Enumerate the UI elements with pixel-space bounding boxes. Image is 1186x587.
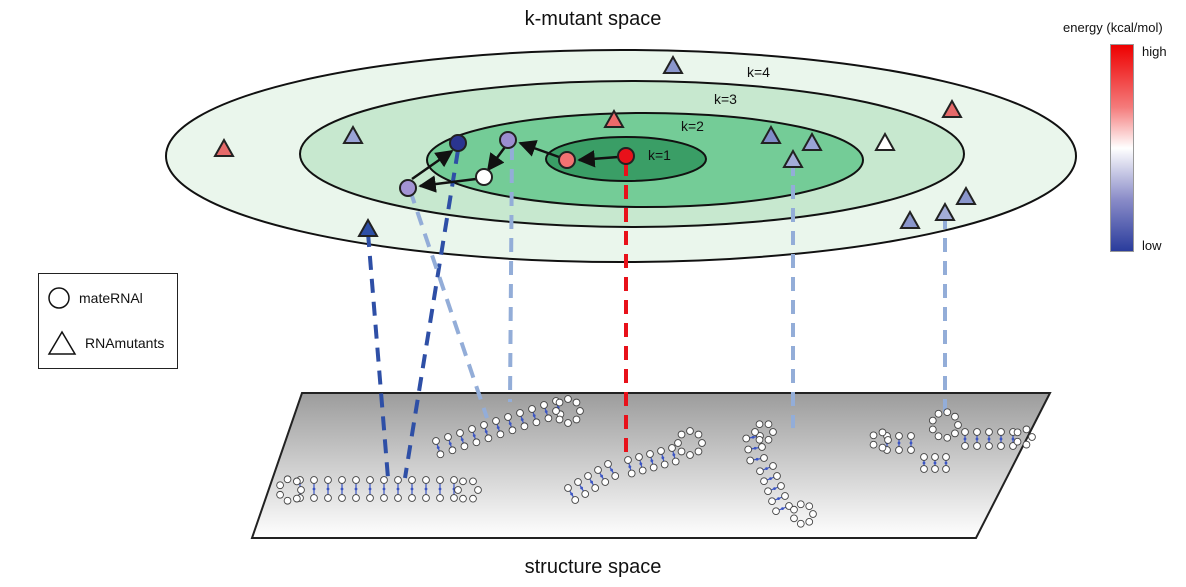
rna-structure-stem — [624, 444, 680, 478]
materna-circle — [499, 131, 517, 149]
projection-line — [366, 232, 390, 479]
materna-circle — [399, 179, 417, 197]
materna-circle — [475, 168, 493, 186]
rnamutant-triangle — [357, 217, 379, 237]
path-arrow — [418, 175, 477, 193]
energy-colorbar — [1110, 44, 1134, 252]
path-arrow — [577, 150, 619, 168]
rnamutants-markers — [213, 54, 977, 237]
rna-structure-loop — [790, 500, 817, 528]
rnamutant-triangle — [955, 185, 977, 205]
projection-line — [408, 189, 489, 419]
rnamutant-triangle — [801, 131, 823, 151]
ring-label-k4: k=4 — [747, 64, 770, 80]
materna-circle — [558, 151, 576, 169]
materna-circle — [449, 134, 467, 152]
projection-line — [508, 145, 514, 403]
rna-structure-stem — [756, 462, 793, 516]
path-arrow — [486, 146, 507, 172]
rna-structure-loop — [276, 475, 305, 505]
rnamutant-triangle — [603, 108, 625, 128]
materna-circle — [617, 147, 635, 165]
rnamutant-triangle — [782, 148, 804, 168]
ring-label-k1: k=1 — [648, 147, 671, 163]
projection-line — [403, 149, 460, 479]
rna-structure-stem — [564, 460, 620, 504]
rna-structure-stem — [961, 428, 1017, 450]
rnamutant-triangle — [760, 124, 782, 144]
legend-rnamutants-label: RNAmutants — [85, 335, 165, 351]
ring-label-k2: k=2 — [681, 118, 704, 134]
k-mutant-space-title: k-mutant space — [524, 8, 662, 30]
colorbar-title: energy (kcal/mol) — [1063, 20, 1163, 35]
materna-markers — [399, 131, 635, 197]
rna-structure-stem — [296, 476, 458, 502]
circle-icon — [48, 287, 70, 309]
legend-row-rnamutants: RNAmutants — [47, 330, 164, 356]
rnamutant-triangle — [874, 131, 896, 151]
colorbar-low-label: low — [1142, 238, 1162, 253]
legend-materna-label: mateRNAl — [79, 290, 143, 306]
colorbar-high-label: high — [1142, 44, 1167, 59]
rnamutant-triangle — [662, 54, 684, 74]
path-arrow — [518, 140, 560, 159]
structure-space-title: structure space — [524, 556, 662, 578]
rnamutant-triangle — [934, 201, 956, 221]
rna-structure-loop — [552, 395, 584, 427]
legend-row-materna: mateRNAl — [47, 286, 143, 310]
rnamutant-triangle — [899, 209, 921, 229]
materna-path — [411, 140, 619, 193]
rnamutant-triangle — [941, 98, 963, 118]
rna-structure-loop — [751, 420, 777, 444]
rna-structure-loop — [869, 428, 892, 452]
projection-lines — [366, 145, 947, 479]
rna-structures — [276, 395, 1036, 528]
rna-structure-loop — [674, 427, 706, 459]
path-arrow — [411, 149, 454, 181]
legend: mateRNAl RNAmutants — [38, 273, 178, 369]
rna-structure-loop — [1013, 425, 1036, 449]
rnamutant-triangle — [213, 137, 235, 157]
rna-structure-loop — [928, 408, 962, 442]
rna-structure-stem — [920, 453, 950, 473]
triangle-icon — [47, 330, 77, 355]
rnamutant-triangle — [342, 124, 364, 144]
rna-structure-loop — [454, 477, 482, 503]
ring-label-k3: k=3 — [714, 91, 737, 107]
